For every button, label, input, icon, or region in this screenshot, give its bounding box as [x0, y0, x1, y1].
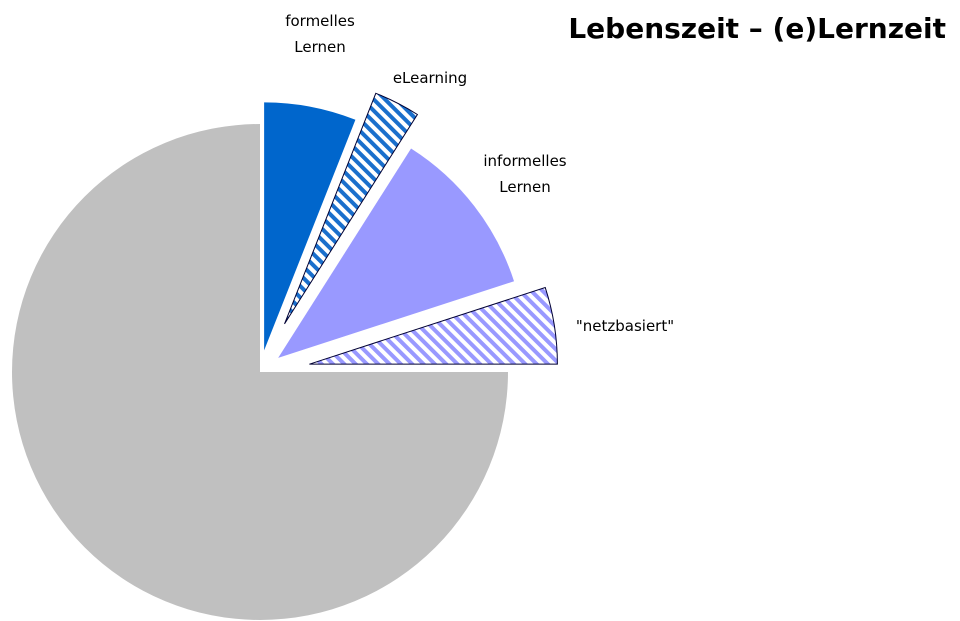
slice-label: "netzbasiert"	[575, 317, 675, 335]
slice-label: eLearning	[392, 69, 468, 87]
pie-slice	[284, 92, 419, 325]
pie-slice	[264, 102, 356, 351]
slice-label: formelles Lernen	[285, 12, 355, 56]
pie-slice	[12, 124, 508, 620]
slice-label: informelles Lernen	[483, 152, 567, 196]
pie-slice	[278, 148, 515, 358]
chart-title: Lebenszeit – (e)Lernzeit	[568, 12, 946, 45]
pie-slice	[309, 286, 558, 365]
